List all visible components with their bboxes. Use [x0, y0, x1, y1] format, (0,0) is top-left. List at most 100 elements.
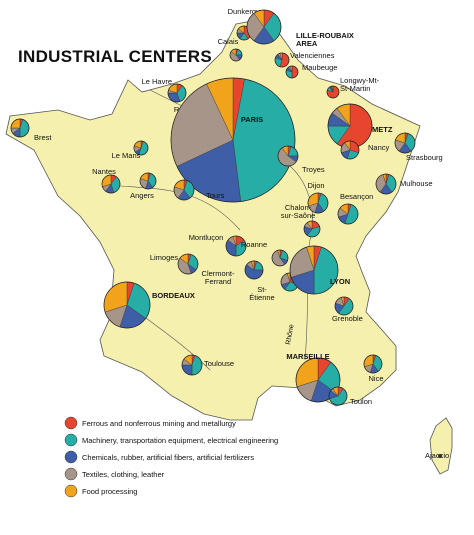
city-label: PARIS	[241, 115, 263, 124]
city-pie	[229, 48, 243, 62]
pie-outline	[375, 173, 397, 195]
city-pie	[246, 9, 282, 45]
city-label-line: Calais	[218, 37, 239, 46]
city-label: Troyes	[302, 165, 325, 174]
pie-outline	[363, 354, 383, 374]
city-pie	[167, 83, 187, 103]
city-pie	[181, 354, 203, 376]
city-label: Tours	[206, 191, 225, 200]
pie-outline	[246, 9, 282, 45]
city-label: LYON	[330, 277, 350, 286]
city-pie	[10, 118, 30, 138]
city-label: Nantes	[92, 167, 116, 176]
city-pie	[327, 103, 373, 149]
city-label-line: Le Havre	[142, 77, 172, 86]
legend-label: Machinery, transportation equipment, ele…	[82, 436, 278, 445]
legend-label: Chemicals, rubber, artificial fibers, ar…	[82, 453, 254, 462]
city-pie	[334, 296, 354, 316]
pie-outline	[326, 85, 340, 99]
city-label-line: LYON	[330, 277, 350, 286]
pie-outline	[303, 220, 321, 238]
city-label-line: Valenciennes	[290, 51, 335, 60]
map-title: INDUSTRIAL CENTERS	[18, 47, 212, 66]
city-label: Toulouse	[204, 359, 234, 368]
city-label: Montluçon	[189, 233, 224, 242]
city-pie	[274, 52, 290, 68]
city-label-line: Nancy	[368, 143, 390, 152]
city-pie	[285, 65, 299, 79]
city-label-line: METZ	[372, 125, 393, 134]
city-label: LILLE-ROUBAIX AREA	[296, 31, 354, 48]
city-label: Nice	[368, 374, 383, 383]
pie-outline	[181, 354, 203, 376]
pie-outline	[307, 192, 329, 214]
city-label-line: BORDEAUX	[152, 291, 195, 300]
city-pie	[328, 386, 348, 406]
city-pie	[340, 140, 360, 160]
city-label: Angers	[130, 191, 154, 200]
city-label-line: Maubeuge	[302, 63, 337, 72]
city-label-line: Clermont-	[202, 269, 235, 278]
city-pie	[394, 132, 416, 154]
pie-outline	[170, 77, 296, 203]
pie-outline	[101, 174, 121, 194]
city-pie	[225, 235, 247, 257]
legend-swatch	[64, 416, 78, 430]
city-label-line: MARSEILLE	[286, 352, 329, 361]
city-label-line: Strasbourg	[406, 153, 443, 162]
city-pie	[244, 260, 264, 280]
city-label: METZ	[372, 125, 393, 134]
pie-outline	[103, 281, 151, 329]
pie-outline	[274, 52, 290, 68]
city-pie	[289, 245, 339, 295]
city-pie	[177, 253, 199, 275]
city-pie	[375, 173, 397, 195]
city-label-line: Limoges	[150, 253, 179, 262]
city-pie	[133, 140, 149, 156]
river-label: Rhône	[285, 324, 295, 346]
pie-outline	[244, 260, 264, 280]
city-label: Maubeuge	[302, 63, 337, 72]
city-label: Nancy	[368, 143, 390, 152]
city-label-line: Toulon	[350, 397, 372, 406]
pie-outline	[289, 245, 339, 295]
city-pie	[170, 77, 296, 203]
city-label: MARSEILLE	[286, 352, 329, 361]
city-label: Brest	[34, 133, 52, 142]
city-label: Chalon-sur-Saône	[281, 203, 316, 220]
city-pie	[295, 357, 341, 403]
city-label: Roanne	[241, 240, 267, 249]
city-pie	[271, 249, 289, 267]
pie-outline	[285, 65, 299, 79]
pie-outline	[328, 386, 348, 406]
city-label-line: Dunkerque	[228, 7, 265, 16]
legend-swatch	[64, 484, 78, 498]
city-label-line: Nantes	[92, 167, 116, 176]
pie-outline	[10, 118, 30, 138]
city-label: Le Havre	[142, 77, 172, 86]
city-label: Dijon	[307, 181, 324, 190]
city-label-line: Besançon	[340, 192, 373, 201]
city-pie	[326, 85, 340, 99]
city-label: Clermont-Ferrand	[202, 269, 235, 286]
legend-swatch	[64, 433, 78, 447]
corsica-outline	[429, 417, 453, 475]
city-label-line: St-	[257, 285, 267, 294]
city-label: Calais	[218, 37, 239, 46]
pie-outline	[271, 249, 289, 267]
city-label-line: Grenoble	[332, 314, 363, 323]
city-label-line: Montluçon	[189, 233, 224, 242]
pie-outline	[225, 235, 247, 257]
city-pie	[303, 220, 321, 238]
city-label-line: Roanne	[241, 240, 267, 249]
city-label: Valenciennes	[290, 51, 335, 60]
city-label-line: Le Mans	[112, 151, 141, 160]
city-pie	[277, 145, 299, 167]
pie-outline	[334, 296, 354, 316]
legend-label: Ferrous and nonferrous mining and metall…	[82, 419, 236, 428]
legend-label: Food processing	[82, 487, 137, 496]
city-label-line: PARIS	[241, 115, 263, 124]
city-label-line: Mulhouse	[400, 179, 433, 188]
city-label: Longwy-Mt-St-Martin	[340, 76, 380, 93]
